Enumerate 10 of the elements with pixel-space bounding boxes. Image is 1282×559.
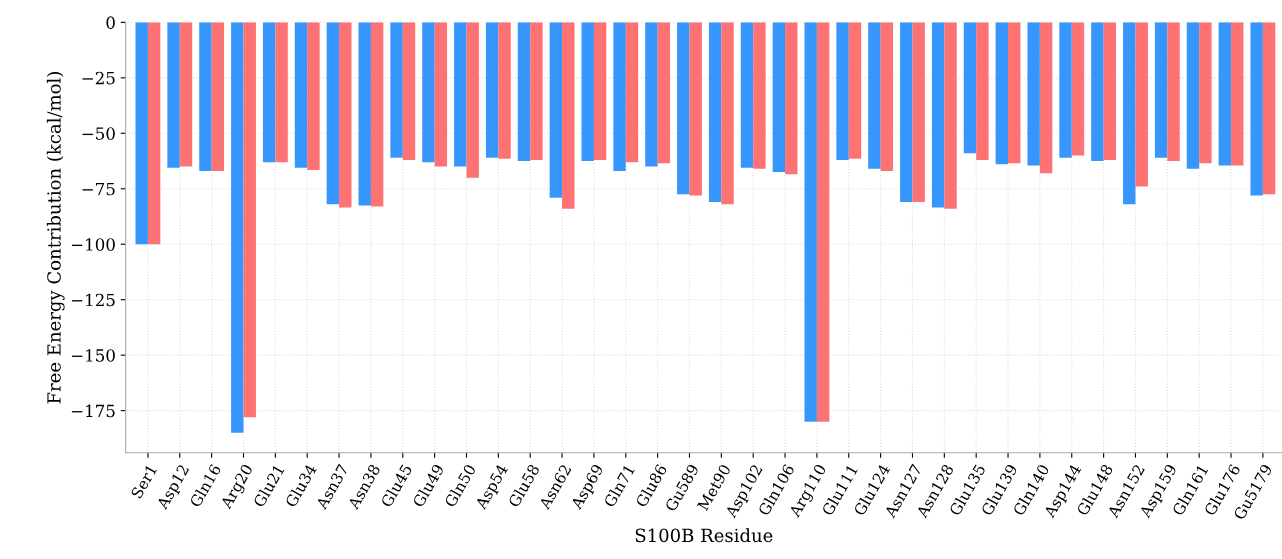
- y-tick-label: −50: [82, 127, 115, 140]
- y-tick-label: −100: [71, 238, 115, 251]
- y-tick-label: 0: [106, 16, 115, 29]
- y-tick-label: −25: [82, 71, 115, 85]
- x-axis-title: S100B Residue: [635, 528, 773, 543]
- y-tick-label: −150: [71, 349, 115, 362]
- y-tick-label: −75: [82, 182, 115, 196]
- y-axis-title: Free Energy Contribution (kcal/mol): [46, 72, 65, 404]
- y-tick-label: −175: [71, 404, 115, 418]
- y-tick-label: −125: [71, 293, 115, 307]
